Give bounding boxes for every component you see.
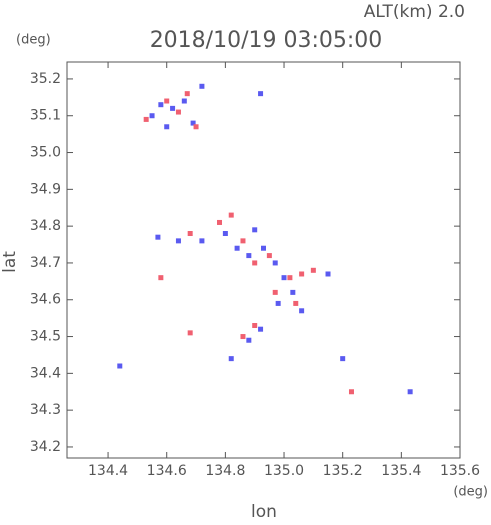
point bbox=[348, 389, 354, 395]
point bbox=[234, 245, 240, 251]
point bbox=[199, 238, 205, 244]
point bbox=[272, 260, 278, 266]
y-tick-label: 34.7 bbox=[30, 255, 61, 271]
point bbox=[287, 275, 293, 281]
point bbox=[258, 326, 264, 332]
point bbox=[340, 356, 346, 362]
x-tick-label: 135.4 bbox=[381, 463, 421, 479]
y-tick-label: 35.0 bbox=[30, 145, 61, 161]
point bbox=[117, 363, 123, 369]
point bbox=[252, 323, 258, 329]
x-tick-label: 134.8 bbox=[205, 463, 245, 479]
y-tick-label: 34.8 bbox=[30, 218, 61, 234]
point bbox=[158, 102, 164, 108]
point bbox=[240, 334, 246, 340]
point bbox=[164, 98, 170, 104]
point bbox=[293, 300, 299, 306]
point bbox=[175, 238, 181, 244]
point bbox=[143, 116, 149, 122]
point bbox=[199, 83, 205, 89]
point bbox=[181, 98, 187, 104]
point bbox=[275, 300, 281, 306]
x-tick-label: 134.6 bbox=[147, 463, 187, 479]
x-tick-label: 134.4 bbox=[88, 463, 128, 479]
x-tick-label: 135.0 bbox=[264, 463, 304, 479]
point bbox=[228, 212, 234, 218]
y-axis-label: lat bbox=[0, 251, 20, 273]
point bbox=[240, 238, 246, 244]
plot-frame bbox=[66, 61, 461, 459]
point bbox=[217, 219, 223, 225]
y-tick-label: 34.6 bbox=[30, 292, 61, 308]
point bbox=[246, 337, 252, 343]
point bbox=[175, 109, 181, 115]
y-tick-label: 34.9 bbox=[30, 181, 61, 197]
point bbox=[299, 271, 305, 277]
y-tick-label: 34.4 bbox=[30, 365, 61, 381]
chart-title: 2018/10/19 03:05:00 bbox=[150, 28, 383, 53]
y-tick-label: 34.2 bbox=[30, 439, 61, 455]
point bbox=[222, 231, 228, 237]
point bbox=[272, 289, 278, 295]
point bbox=[252, 260, 258, 266]
point bbox=[246, 253, 252, 259]
point bbox=[158, 275, 164, 281]
y-tick-label: 35.1 bbox=[30, 108, 61, 124]
y-tick-label: 35.2 bbox=[30, 71, 61, 87]
point bbox=[261, 245, 266, 251]
y-tick-label: 34.5 bbox=[30, 329, 61, 345]
x-tick-label: 135.2 bbox=[323, 463, 363, 479]
point bbox=[290, 289, 296, 295]
point bbox=[187, 330, 193, 336]
point bbox=[281, 275, 287, 281]
point bbox=[187, 231, 193, 237]
point bbox=[325, 271, 331, 277]
x-unit: (deg) bbox=[453, 485, 488, 500]
point bbox=[155, 234, 161, 240]
point bbox=[407, 389, 413, 395]
x-tick-label: 135.6 bbox=[440, 463, 480, 479]
point bbox=[252, 227, 258, 233]
point bbox=[170, 105, 176, 111]
point bbox=[190, 120, 196, 126]
x-axis-label: lon bbox=[251, 502, 277, 521]
point bbox=[164, 124, 170, 130]
point bbox=[310, 267, 316, 273]
point bbox=[184, 91, 190, 97]
point bbox=[299, 308, 305, 314]
annotation: ALT(km) 2.0 bbox=[364, 2, 465, 22]
point bbox=[258, 91, 264, 97]
point bbox=[193, 124, 199, 130]
y-unit: (deg) bbox=[16, 33, 51, 48]
point bbox=[149, 113, 155, 119]
y-tick-label: 34.3 bbox=[30, 402, 61, 418]
point bbox=[266, 253, 272, 259]
point bbox=[228, 356, 234, 362]
